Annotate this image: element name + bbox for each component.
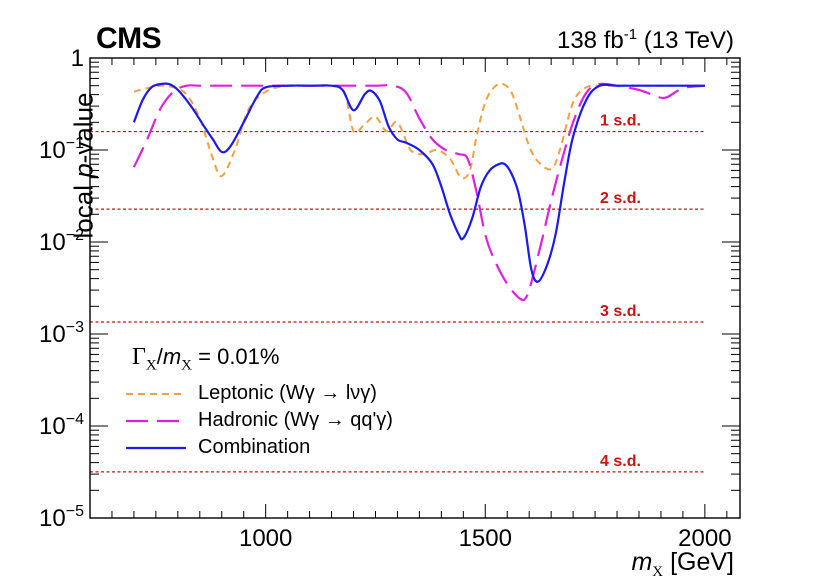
- axis-ticks: 1000 1500 2000 10−5 10−4 10−3 10−2 10−1 1: [39, 45, 740, 552]
- legend-title-gamma: Γ: [132, 344, 146, 370]
- y-tick-label: 1: [71, 45, 84, 72]
- legend-entry-leptonic: Leptonic (Wγ → lνγ): [126, 380, 393, 407]
- significance-lines: 1 s.d. 2 s.d. 3 s.d. 4 s.d.: [90, 113, 705, 473]
- x-tick-label: 1500: [459, 525, 512, 552]
- x-label-var: m: [631, 548, 653, 576]
- lumi-value: 138 fb: [556, 27, 624, 54]
- legend-line-hadronic: [126, 419, 186, 422]
- legend-title-sub2: X: [181, 357, 193, 374]
- series-leptonic: [133, 82, 705, 180]
- legend-line-combination: [126, 446, 186, 449]
- legend-title-sub: X: [145, 357, 157, 374]
- y-axis-label: local p-value: [69, 36, 100, 296]
- lumi-energy: (13 TeV): [637, 27, 734, 54]
- y-label-var: p: [68, 163, 99, 178]
- legend-title-var: m: [162, 344, 182, 369]
- legend: ΓX/mX = 0.01% Leptonic (Wγ → lνγ) Hadron…: [126, 344, 393, 461]
- series-hadronic: [132, 82, 706, 302]
- legend-line-leptonic: [126, 392, 186, 395]
- series-combination: [132, 82, 705, 283]
- x-tick-label: 1000: [239, 525, 292, 552]
- legend-title-value: = 0.01%: [192, 344, 280, 369]
- significance-label-3: 3 s.d.: [600, 303, 641, 320]
- y-tick-label: 10−4: [39, 411, 84, 440]
- series-curves: [132, 82, 706, 302]
- plot-frame: [89, 57, 741, 519]
- luminosity-label: 138 fb-1 (13 TeV): [557, 26, 734, 55]
- x-axis-label: mX [GeV]: [631, 548, 734, 581]
- y-tick-label: 10−2: [39, 227, 84, 256]
- significance-label-4: 4 s.d.: [600, 453, 641, 470]
- legend-label-leptonic: Leptonic (Wγ → lνγ): [198, 382, 377, 405]
- x-label-sub: X: [652, 564, 664, 580]
- x-label-unit: [GeV]: [663, 548, 734, 576]
- significance-label-1: 1 s.d.: [600, 113, 641, 130]
- legend-title: ΓX/mX = 0.01%: [132, 344, 393, 374]
- legend-label-combination: Combination: [198, 436, 311, 459]
- legend-entry-combination: Combination: [126, 434, 393, 461]
- y-tick-label: 10−1: [39, 135, 84, 164]
- legend-label-hadronic: Hadronic (Wγ → qq'γ): [198, 409, 393, 432]
- y-label-post: -value: [68, 92, 99, 164]
- y-tick-label: 10−5: [39, 503, 84, 532]
- legend-entry-hadronic: Hadronic (Wγ → qq'γ): [126, 407, 393, 434]
- y-label-pre: local: [68, 177, 99, 239]
- x-tick-label: 2000: [678, 525, 731, 552]
- y-tick-label: 10−3: [39, 319, 84, 348]
- lumi-exponent: -1: [623, 26, 638, 43]
- legend-title-slash: /: [156, 344, 163, 369]
- experiment-label: CMS: [96, 22, 162, 55]
- significance-label-2: 2 s.d.: [600, 190, 641, 207]
